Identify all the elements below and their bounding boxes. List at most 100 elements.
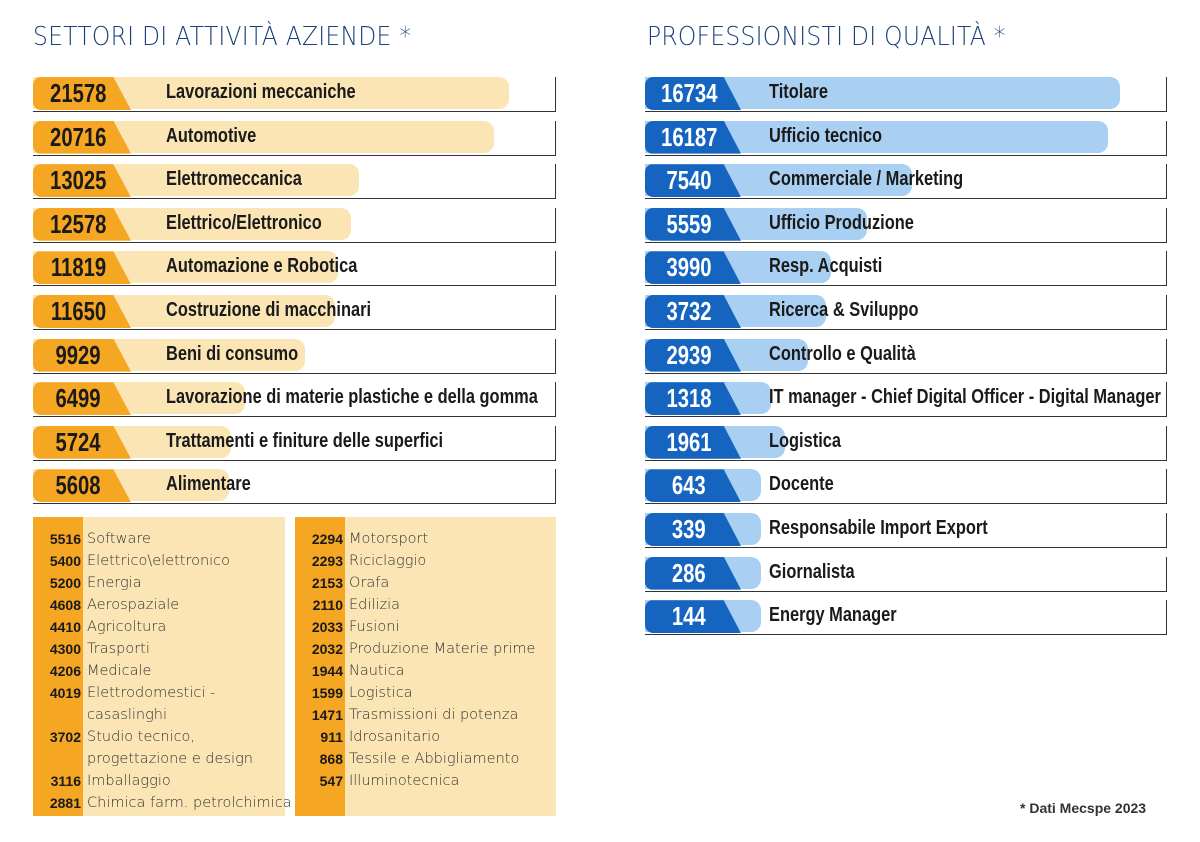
chart-row: 6499 Lavorazione di materie plastiche e d… — [33, 382, 556, 418]
value-badge: 11650 — [33, 295, 131, 328]
list-item-count: 4608 — [49, 597, 81, 613]
list-item: 5516 Software — [33, 528, 151, 550]
value-badge: 5724 — [33, 425, 131, 459]
chart-row: 339 Responsabile Import Export — [645, 513, 1167, 548]
sector-list-panel-2: 2294 Motorsport 2293 Riciclaggio 2153 Orafa 21… — [295, 517, 556, 816]
list-item-name: Software — [87, 531, 151, 547]
category-label: Energy Manager — [769, 604, 897, 627]
value-label: 6499 — [55, 383, 101, 414]
chart-row: 9929 Beni di consumo — [33, 338, 556, 374]
value-label: 5559 — [666, 208, 712, 239]
list-item-name: Illuminotecnica — [349, 773, 460, 789]
chart-row: 144 Energy Manager — [645, 600, 1167, 636]
value-badge: 20716 — [33, 120, 131, 154]
value-label: 13025 — [49, 165, 107, 196]
value-label: 16734 — [660, 78, 718, 108]
value-label: 643 — [672, 470, 707, 501]
value-label: 1318 — [666, 383, 712, 414]
chart-row: 16187 Ufficio tecnico — [645, 120, 1167, 156]
chart-row: 21578 Lavorazioni meccaniche — [33, 77, 556, 112]
list-item-count: 5400 — [49, 553, 81, 569]
list-item-name: Medicale — [87, 663, 152, 679]
value-badge: 7540 — [645, 164, 741, 198]
list-item: 2881 Chimica farm. petrolchimica — [33, 792, 292, 814]
chart-row: 5724 Trattamenti e finiture delle superfi… — [33, 425, 556, 461]
list-item: 2293 Riciclaggio — [295, 550, 426, 572]
value-label: 12578 — [49, 208, 107, 239]
category-label: Responsabile Import Export — [769, 517, 988, 539]
list-item-count: 2881 — [49, 795, 81, 811]
category-label: Elettrico/Elettronico — [166, 211, 322, 234]
category-label: Automazione e Robotica — [166, 255, 358, 278]
list-item-count: 911 — [320, 729, 343, 745]
list-item-count: 2033 — [311, 619, 343, 635]
list-item-count: 4019 — [49, 685, 81, 701]
value-label: 339 — [672, 514, 707, 544]
list-item: 911 Idrosanitario — [295, 726, 440, 748]
value-label: 20716 — [49, 121, 107, 152]
value-label: 3732 — [666, 296, 712, 326]
list-item: 2032 Produzione Materie prime — [295, 638, 536, 660]
chart-row: 1961 Logistica — [645, 425, 1167, 461]
value-badge: 12578 — [33, 207, 131, 241]
sector-list-1: 5516 Software 5400 Elettrico\elettronico 520… — [33, 528, 292, 814]
list-item-count: 868 — [319, 751, 343, 767]
list-item: 2110 Edilizia — [295, 594, 400, 616]
category-label: Giornalista — [769, 560, 855, 583]
right-chart-title: PROFESSIONISTI DI QUALITÀ * — [647, 22, 1006, 52]
chart-row: 13025 Elettromeccanica — [33, 164, 556, 200]
list-item: 2033 Fusioni — [295, 616, 400, 638]
list-item: casaslinghi — [33, 704, 167, 726]
value-badge: 339 — [645, 513, 741, 546]
category-label: Logistica — [769, 429, 841, 452]
value-badge: 1318 — [645, 382, 741, 416]
value-badge: 13025 — [33, 164, 131, 198]
list-item: 5400 Elettrico\elettronico — [33, 550, 230, 572]
list-item: 547 Illuminotecnica — [295, 770, 460, 792]
list-item-count: 3116 — [50, 773, 81, 789]
chart-row: 3732 Ricerca & Sviluppo — [645, 295, 1167, 330]
value-badge: 11819 — [33, 251, 131, 285]
sector-list-panel-1: 5516 Software 5400 Elettrico\elettronico 520… — [33, 517, 292, 816]
chart-row: 286 Giornalista — [645, 556, 1167, 592]
chart-row: 11819 Automazione e Robotica — [33, 251, 556, 287]
value-label: 11650 — [50, 296, 106, 326]
list-item-count: 1471 — [311, 707, 343, 723]
value-badge: 2939 — [645, 338, 741, 372]
list-item: 4410 Agricoltura — [33, 616, 166, 638]
value-label: 5608 — [55, 470, 101, 501]
list-item: 868 Tessile e Abbigliamento — [295, 748, 520, 770]
list-item-name: Tessile e Abbigliamento — [349, 751, 520, 767]
list-item: 1944 Nautica — [295, 660, 405, 682]
value-label: 7540 — [666, 165, 712, 196]
value-badge: 3732 — [645, 295, 741, 328]
list-item-name: Energia — [87, 575, 142, 591]
value-badge: 3990 — [645, 251, 741, 285]
list-item-name: Imballaggio — [87, 773, 171, 789]
list-item-name: casaslinghi — [87, 707, 168, 723]
category-label: Resp. Acquisti — [769, 255, 883, 278]
footnote: * Dati Mecspe 2023 — [1020, 800, 1147, 816]
list-item: 2294 Motorsport — [295, 528, 428, 550]
value-badge: 5559 — [645, 207, 741, 241]
value-label: 21578 — [49, 78, 107, 108]
category-label: Trattamenti e finiture delle superfici — [166, 429, 444, 452]
list-item-name: Motorsport — [349, 531, 429, 547]
value-label: 286 — [672, 557, 707, 588]
list-item-name: Elettrico\elettronico — [87, 553, 231, 569]
list-item-name: Trasporti — [87, 641, 150, 657]
value-label: 9929 — [55, 339, 101, 370]
list-item-name: Trasmissioni di potenza — [349, 707, 519, 723]
value-label: 3990 — [666, 252, 712, 283]
value-label: 144 — [672, 601, 707, 632]
panel-number-column — [295, 517, 345, 816]
list-item-count: 2032 — [311, 641, 343, 657]
list-item: 4019 Elettrodomestici - — [33, 682, 215, 704]
list-item-name: Aerospaziale — [87, 597, 180, 613]
list-item-name: Nautica — [349, 663, 405, 679]
list-item: 1599 Logistica — [295, 682, 413, 704]
category-label: Automotive — [166, 124, 257, 147]
value-badge: 21578 — [33, 77, 131, 110]
chart-row: 12578 Elettrico/Elettronico — [33, 207, 556, 243]
category-label: Lavorazioni meccaniche — [166, 81, 356, 103]
